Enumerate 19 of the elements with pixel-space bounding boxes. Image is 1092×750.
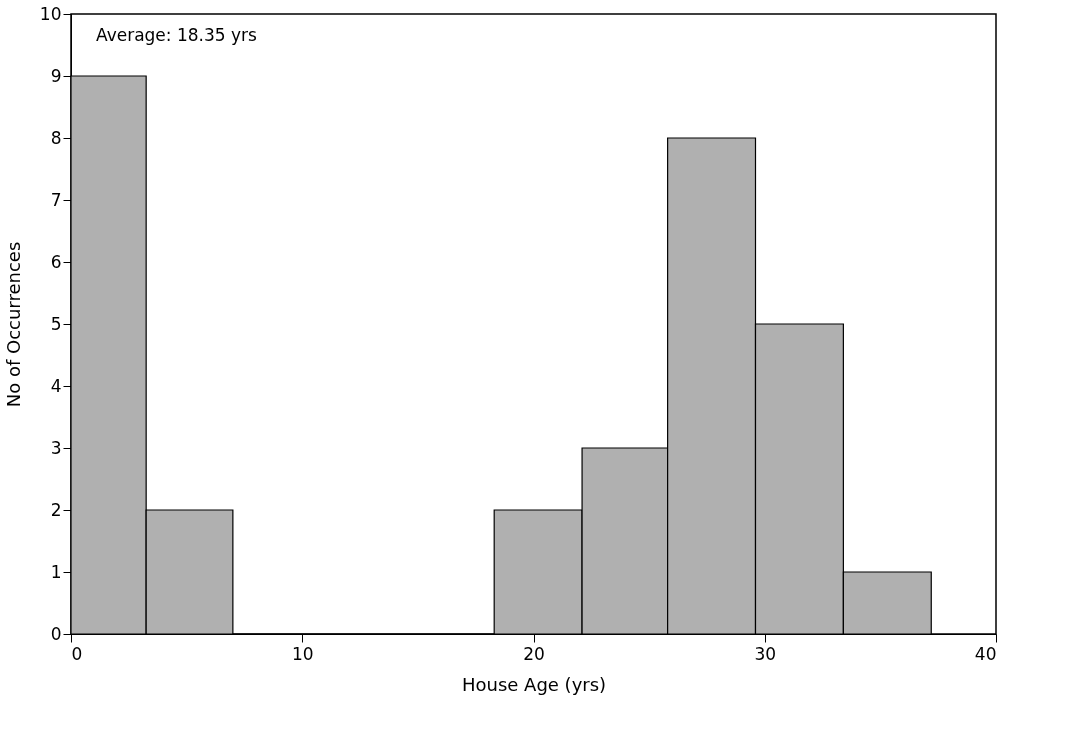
y-tick-label: 1 [50,561,62,582]
x-axis-title: House Age (yrs) [461,673,607,695]
y-tick-label: 9 [50,65,62,86]
x-tick-label: 30 [754,643,777,664]
x-tick-label: 40 [974,643,997,664]
y-tick-label: 8 [50,127,62,148]
y-tick-label: 0 [50,623,62,644]
annotation: Average: 18.35 yrs [96,25,258,45]
x-tick-label: 0 [71,643,83,664]
x-tick-label: 10 [291,643,314,664]
y-axis-title: No of Occurrences [2,241,24,408]
y-tick-label: 3 [50,437,62,458]
y-tick-label: 2 [50,499,62,520]
y-tick-label: 6 [50,251,62,272]
y-tick-label: 10 [39,3,62,24]
y-tick-label: 7 [50,189,62,210]
x-tick-label: 20 [523,643,545,664]
y-tick-label: 5 [50,313,62,334]
y-tick-label: 4 [50,375,62,396]
